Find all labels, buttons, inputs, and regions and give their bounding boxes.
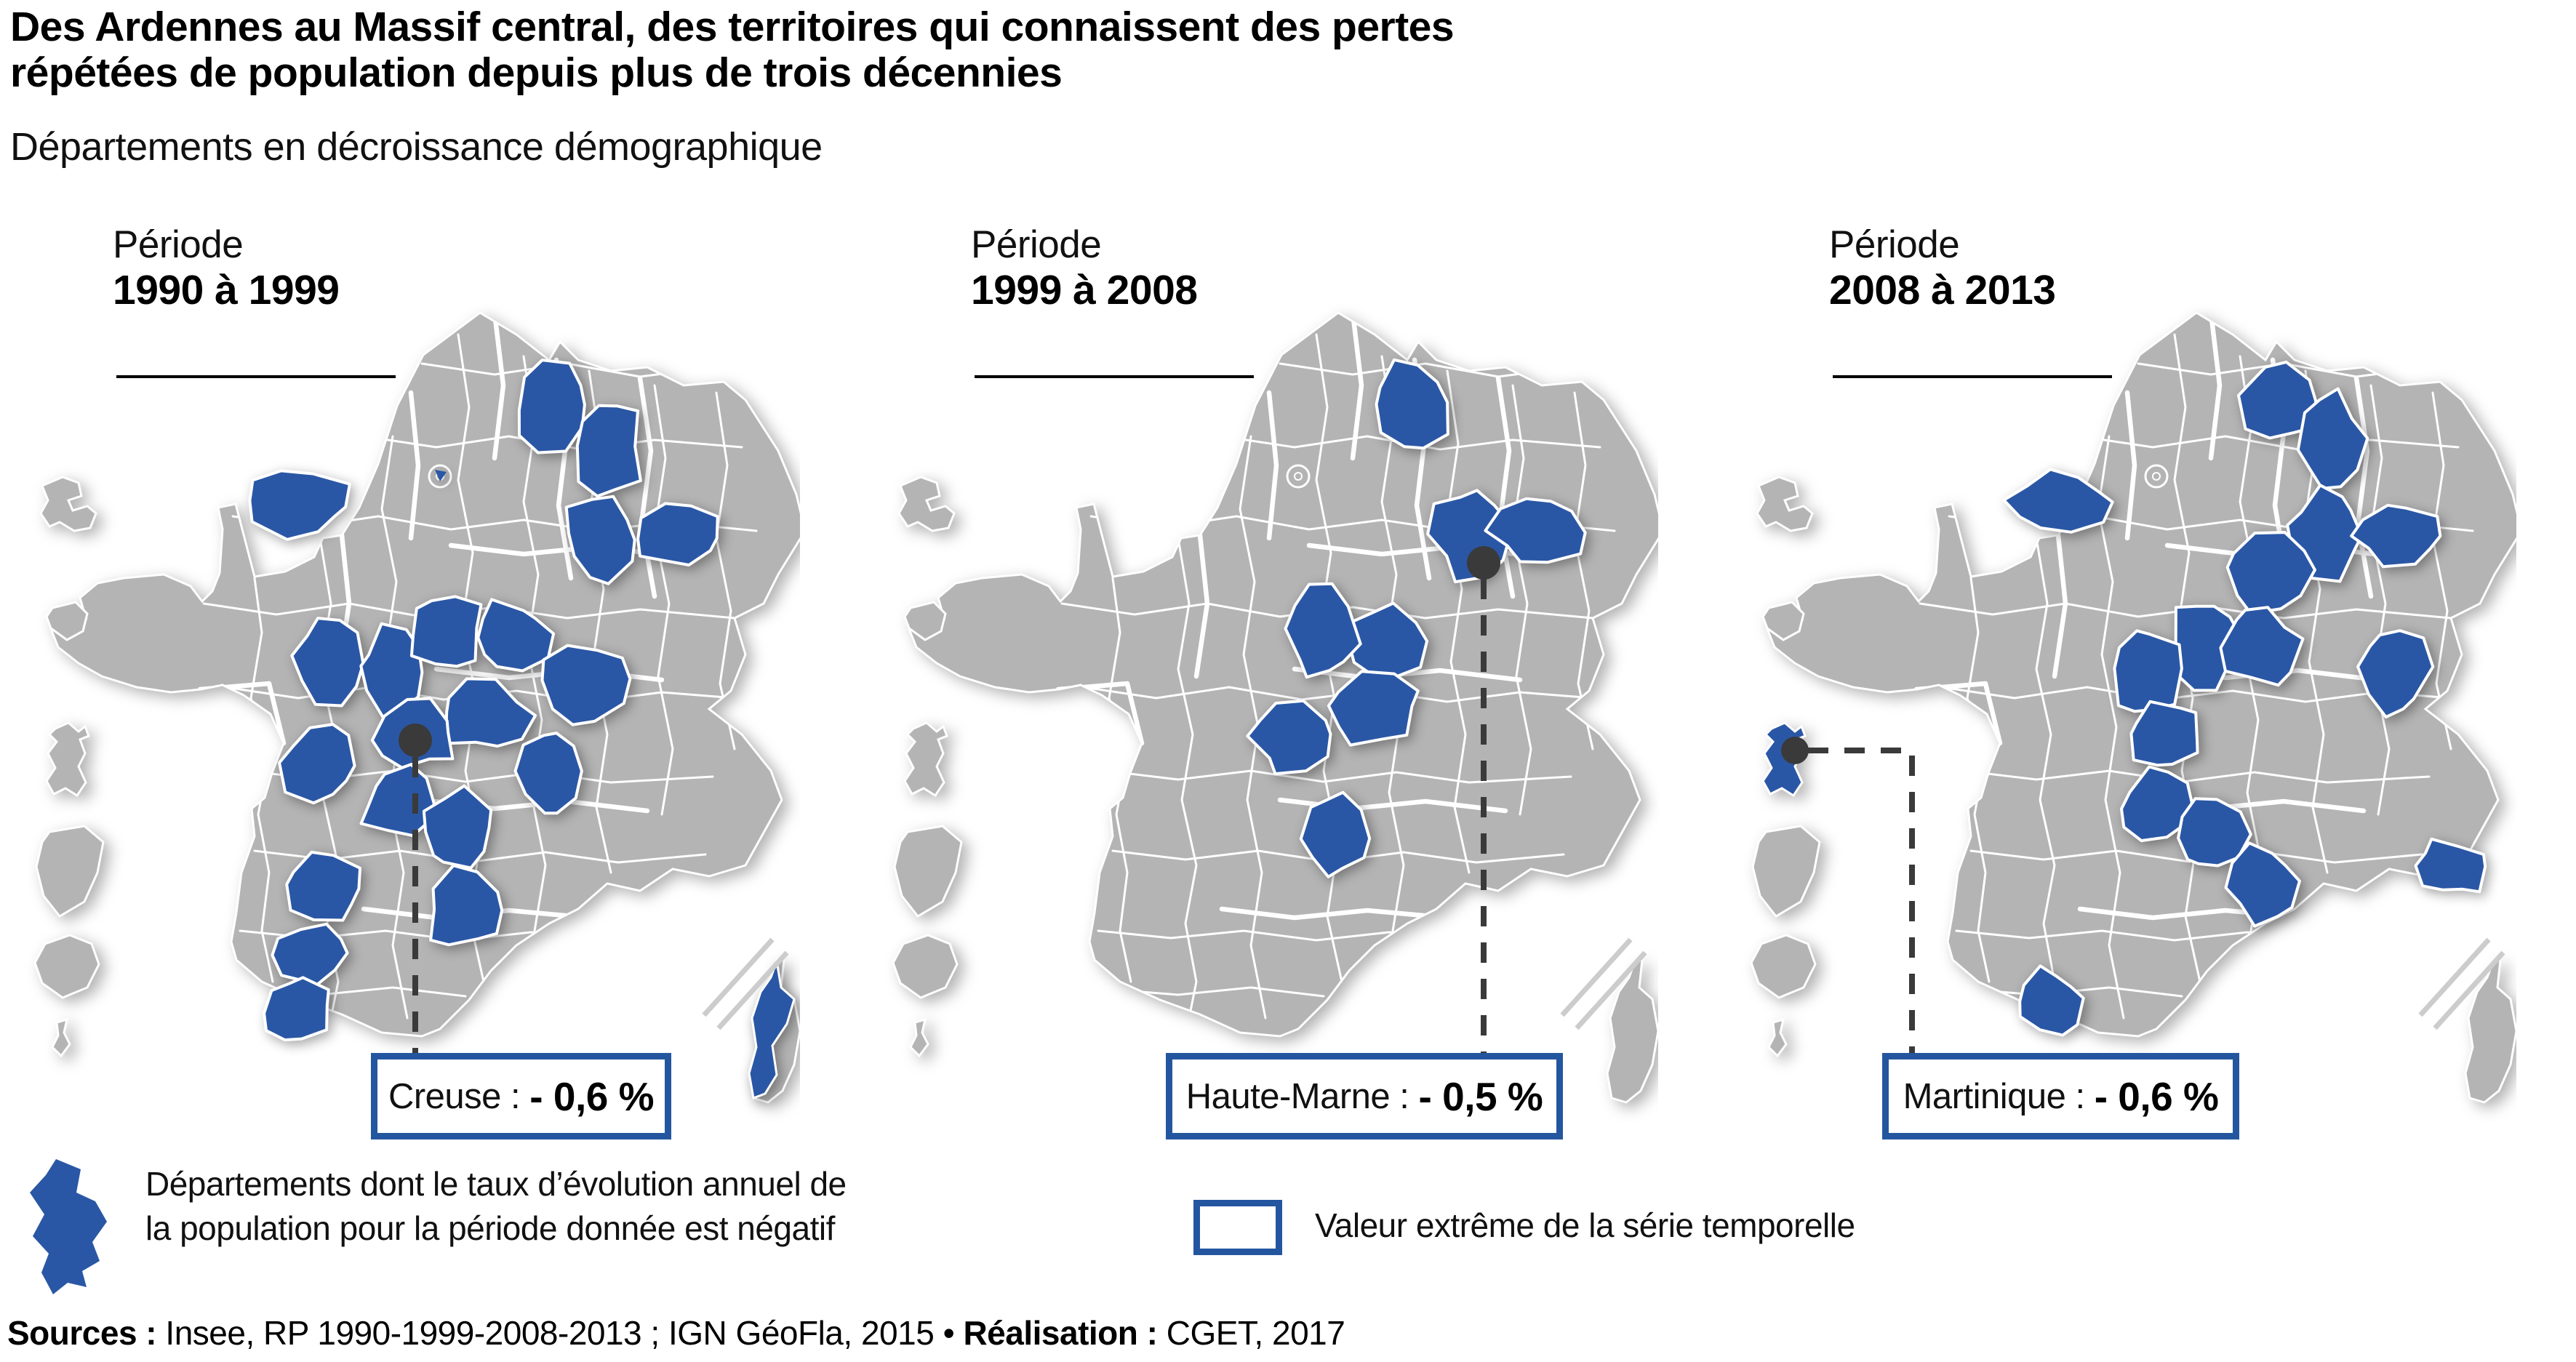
callout-value: - 0,6 % — [2094, 1073, 2219, 1119]
period-label: Période 2008 à 2013 — [1829, 223, 2056, 313]
legend-extreme-label: Valeur extrême de la série temporelle — [1315, 1206, 1855, 1244]
period-word: Période — [971, 223, 1102, 266]
period-years: 1999 à 2008 — [971, 267, 1198, 313]
period-underline — [975, 375, 1254, 378]
france-map-1990-1999 — [33, 311, 800, 1104]
extreme-value-callout: Creuse : - 0,6 % — [371, 1053, 671, 1139]
period-word: Période — [113, 223, 244, 266]
period-underline — [1833, 375, 2112, 378]
callout-department: Haute-Marne : — [1185, 1076, 1419, 1116]
extreme-value-callout: Haute-Marne : - 0,5 % — [1166, 1053, 1563, 1139]
page-title-line1: Des Ardennes au Massif central, des terr… — [10, 4, 1455, 50]
page-subtitle: Départements en décroissance démographiq… — [10, 125, 823, 169]
period-label: Période 1990 à 1999 — [113, 223, 340, 313]
callout-value: - 0,6 % — [529, 1073, 655, 1119]
department-shape-icon — [30, 1159, 107, 1294]
france-map-2008-2013 — [1750, 311, 2516, 1104]
period-years: 2008 à 2013 — [1829, 267, 2056, 313]
map-figure-1999-2008: Période 1999 à 2008 Haute-Marne : - 0,5 … — [873, 218, 1658, 1143]
period-years: 1990 à 1999 — [113, 267, 340, 313]
extreme-value-callout: Martinique : - 0,6 % — [1882, 1053, 2239, 1139]
callout-department: Martinique : — [1903, 1076, 2095, 1116]
legend-area-label: Départements dont le taux d’évolution an… — [145, 1162, 847, 1251]
callout-department: Creuse : — [388, 1076, 530, 1116]
sources-text: Insee, RP 1990-1999-2008-2013 ; IGN GéoF… — [156, 1314, 964, 1352]
extreme-value-box-icon — [1193, 1200, 1282, 1255]
legend-area-line1: Départements dont le taux d’évolution an… — [145, 1165, 847, 1203]
realisation-label: Réalisation : — [963, 1314, 1158, 1352]
page-title-line2: répétées de population depuis plus de tr… — [10, 49, 1063, 96]
period-label: Période 1999 à 2008 — [971, 223, 1198, 313]
france-map-1999-2008 — [892, 311, 1658, 1104]
sources-label: Sources : — [7, 1314, 157, 1352]
sources-line: Sources : Insee, RP 1990-1999-2008-2013 … — [7, 1313, 1345, 1353]
legend-area-line2: la population pour la période donnée est… — [145, 1209, 835, 1247]
map-figure-1990-1999: Période 1990 à 1999 Creuse : - 0,6 % — [15, 218, 800, 1143]
page-title: Des Ardennes au Massif central, des terr… — [10, 4, 1901, 96]
period-underline — [116, 375, 396, 378]
realisation-text: CGET, 2017 — [1157, 1314, 1345, 1352]
callout-value: - 0,5 % — [1418, 1073, 1543, 1119]
period-word: Période — [1829, 223, 1960, 266]
map-figure-2008-2013: Période 2008 à 2013 Martinique : - 0,6 % — [1731, 218, 2516, 1143]
